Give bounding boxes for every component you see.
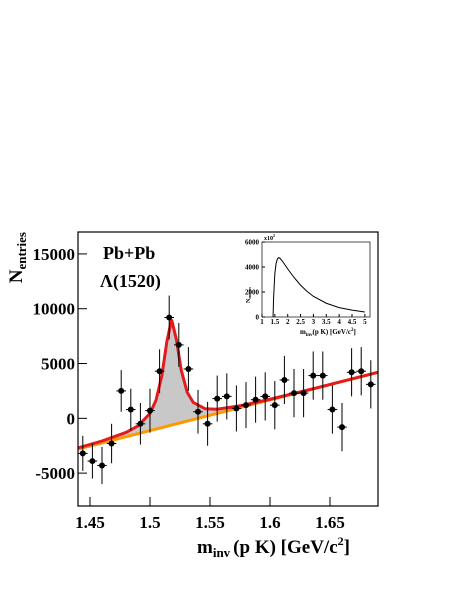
data-point <box>348 369 355 376</box>
y-axis-title: Nentries <box>6 232 29 283</box>
data-point <box>291 390 297 397</box>
data-point <box>262 393 269 400</box>
x-title-end: ] <box>344 537 350 558</box>
data-point <box>204 420 211 427</box>
data-point <box>127 406 134 413</box>
data-point <box>185 366 192 372</box>
data-point <box>156 368 163 375</box>
x-axis-title: minv (p K) [GeV/c2] <box>197 534 350 560</box>
inset-background <box>262 242 370 317</box>
mult-base: x10 <box>264 236 273 242</box>
x-title-sub: inv <box>213 545 231 560</box>
data-point <box>223 393 230 400</box>
data-point <box>79 450 86 457</box>
data-point <box>358 368 365 375</box>
inset-x-rest: (p K) [GeV/c <box>313 328 352 336</box>
inset-y-sub: entries <box>247 287 252 299</box>
x-tick-label: 1.6 <box>259 513 280 532</box>
x-tick-label: 1.5 <box>139 513 160 532</box>
x-title-base: m <box>197 537 213 558</box>
data-point <box>166 314 173 321</box>
x-title-sup: 2 <box>338 534 344 548</box>
annotation: Pb+Pb <box>103 243 155 263</box>
inset-x-sup: 2 <box>351 328 354 333</box>
data-point <box>214 395 221 402</box>
inset-x-title: minv(p K) [GeV/c2] <box>300 328 356 338</box>
y-tick-label: 5000 <box>41 354 75 373</box>
inset-y-base: N <box>246 298 252 303</box>
data-point <box>339 424 345 431</box>
y-tick-label: 10000 <box>33 300 76 319</box>
x-tick-label: 3 <box>312 318 316 326</box>
data-point <box>300 390 307 397</box>
y-title-sub: entries <box>14 232 29 270</box>
x-tick-label: 5 <box>363 318 367 326</box>
x-tick-label: 4 <box>337 318 341 326</box>
data-point <box>319 372 326 379</box>
x-tick-label: 1 <box>260 318 264 326</box>
inset-x-end: ] <box>354 328 356 336</box>
data-point <box>175 341 182 348</box>
x-tick-label: 4.5 <box>348 318 357 326</box>
y-tick-label: 6000 <box>245 238 260 246</box>
annotation: Λ(1520) <box>100 271 161 292</box>
y-tick-label: 15000 <box>33 245 76 264</box>
data-point <box>281 376 288 383</box>
x-title-rest: (p K) [GeV/c <box>233 537 337 558</box>
y-title-base: N <box>6 269 27 283</box>
data-point <box>367 381 374 388</box>
inset-curve <box>272 257 365 318</box>
data-point <box>89 458 96 465</box>
data-point <box>195 408 201 415</box>
data-point <box>108 440 115 447</box>
data-point <box>271 402 278 409</box>
data-point <box>99 462 105 469</box>
data-point <box>252 396 259 403</box>
x-tick-label: 1.45 <box>75 513 105 532</box>
y-tick-label: 2000 <box>245 288 260 296</box>
x-tick-label: 2.5 <box>296 318 305 326</box>
x-tick-label: 3.5 <box>322 318 331 326</box>
data-point <box>147 407 153 414</box>
y-tick-label: -5000 <box>35 464 75 483</box>
x-tick-label: 1.55 <box>195 513 225 532</box>
inset-y-title: Nentries <box>246 287 252 303</box>
plot-frame <box>261 241 371 318</box>
data-point <box>118 387 125 394</box>
signal-area <box>78 319 378 450</box>
mult-sup: 2 <box>273 233 275 238</box>
data-point <box>137 420 144 427</box>
data-point <box>243 402 249 409</box>
data-point <box>310 372 317 379</box>
inset-x-sub: inv <box>306 333 313 338</box>
background-fit <box>77 370 379 451</box>
y-tick-label: 0 <box>256 313 260 321</box>
x-tick-label: 2 <box>286 318 290 326</box>
x-tick-label: 1.65 <box>315 513 345 532</box>
inset-x-base: m <box>300 328 306 336</box>
y-tick-label: 0 <box>67 409 76 428</box>
inset-multiplier: x102 <box>264 233 275 242</box>
x-tick-label: 1.5 <box>270 318 279 326</box>
signal-fit <box>77 319 379 450</box>
data-point <box>329 406 336 413</box>
data-point <box>233 405 240 412</box>
y-tick-label: 4000 <box>245 263 260 271</box>
plot-frame <box>77 231 379 507</box>
